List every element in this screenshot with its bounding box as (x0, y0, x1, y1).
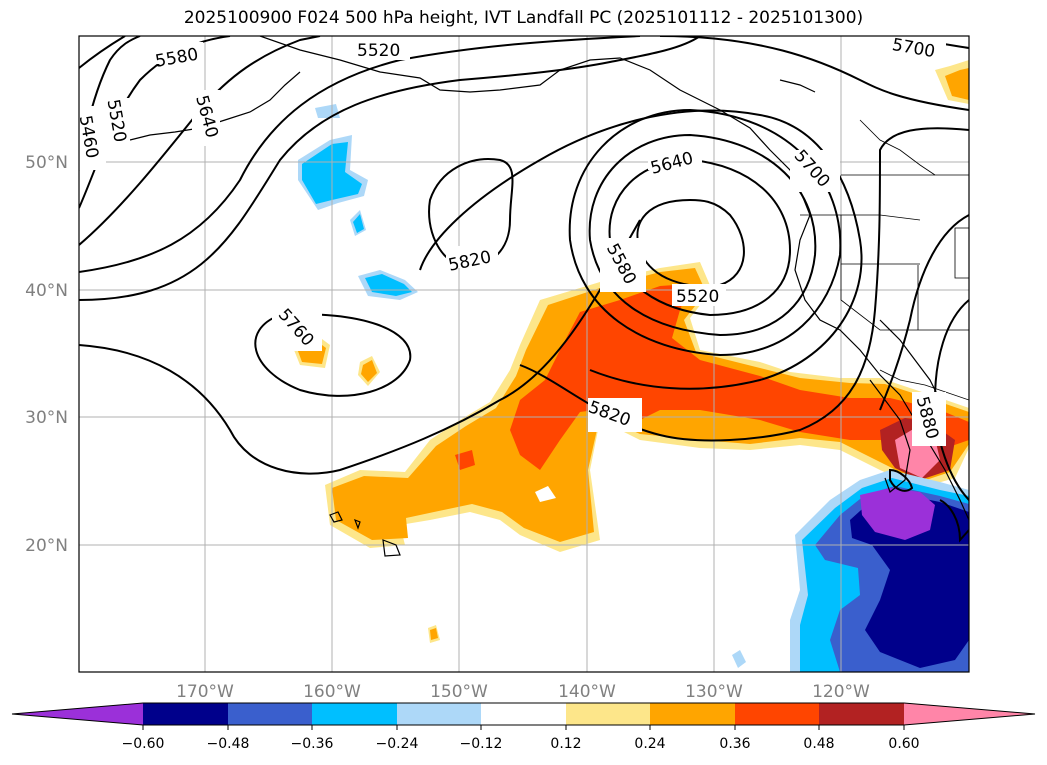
colorbar-segment (397, 703, 481, 725)
anomaly-region-neg024 (353, 214, 364, 233)
lon-label-140w: 140°W (558, 682, 616, 702)
colorbar-segment (481, 703, 566, 725)
colorbar-segment (312, 703, 397, 725)
latitude-labels: 50°N 40°N 30°N 20°N (25, 153, 68, 556)
colorbar-tick-label: −0.12 (460, 736, 503, 752)
colorbar-tick-label: −0.60 (122, 736, 165, 752)
figure-title: 2025100900 F024 500 hPa height, IVT Land… (183, 8, 864, 28)
lat-label-20n: 20°N (25, 536, 68, 556)
colorbar-tick-label: 0.60 (888, 736, 919, 752)
colorbar-segment (228, 703, 312, 725)
lon-label-170w: 170°W (176, 682, 234, 702)
colorbar-segment (735, 703, 819, 725)
height-contours (79, 36, 969, 543)
contour-label: 5520 (676, 287, 719, 307)
colorbar-tick-label: −0.48 (207, 736, 250, 752)
anomaly-region-neg060 (860, 488, 935, 540)
anomaly-region-pos036 (510, 284, 969, 470)
anomaly-region-neg048 (850, 494, 969, 668)
contour-label: 5520 (357, 41, 400, 61)
colorbar-segment (819, 703, 904, 725)
lon-label-130w: 130°W (685, 682, 743, 702)
lon-label-150w: 150°W (430, 682, 488, 702)
admin-borders (800, 119, 969, 401)
colorbar-tick-label: −0.36 (291, 736, 334, 752)
anomaly-region-pos024 (430, 628, 438, 640)
colorbar-extend-high (904, 703, 1035, 725)
anomaly-region-pos036 (455, 450, 475, 470)
colorbar-segment (566, 703, 650, 725)
negative-anomaly-fill (298, 104, 969, 672)
colorbar-tick-label: 0.48 (803, 736, 834, 752)
anomaly-region-pos024 (945, 68, 969, 100)
colorbar-extend-low (12, 703, 143, 725)
colorbar-tick-label: 0.36 (719, 736, 750, 752)
lon-label-120w: 120°W (812, 682, 870, 702)
colorbar: −0.60 −0.48 −0.36 −0.24 −0.12 0.12 0.24 … (11, 702, 1036, 752)
colorbar-tick-label: −0.24 (376, 736, 419, 752)
map-frame (78, 35, 970, 673)
longitude-labels: 170°W 160°W 150°W 140°W 130°W 120°W (176, 682, 870, 702)
lat-label-50n: 50°N (25, 153, 68, 173)
anomaly-region-neg012 (732, 650, 746, 668)
lon-label-160w: 160°W (303, 682, 361, 702)
colorbar-tick-label: 0.12 (550, 736, 581, 752)
anomaly-region-pos024 (361, 360, 377, 382)
lat-label-40n: 40°N (25, 281, 68, 301)
colorbar-tick-label: 0.24 (634, 736, 665, 752)
colorbar-segment (650, 703, 735, 725)
lat-label-30n: 30°N (25, 408, 68, 428)
colorbar-segment (143, 703, 228, 725)
